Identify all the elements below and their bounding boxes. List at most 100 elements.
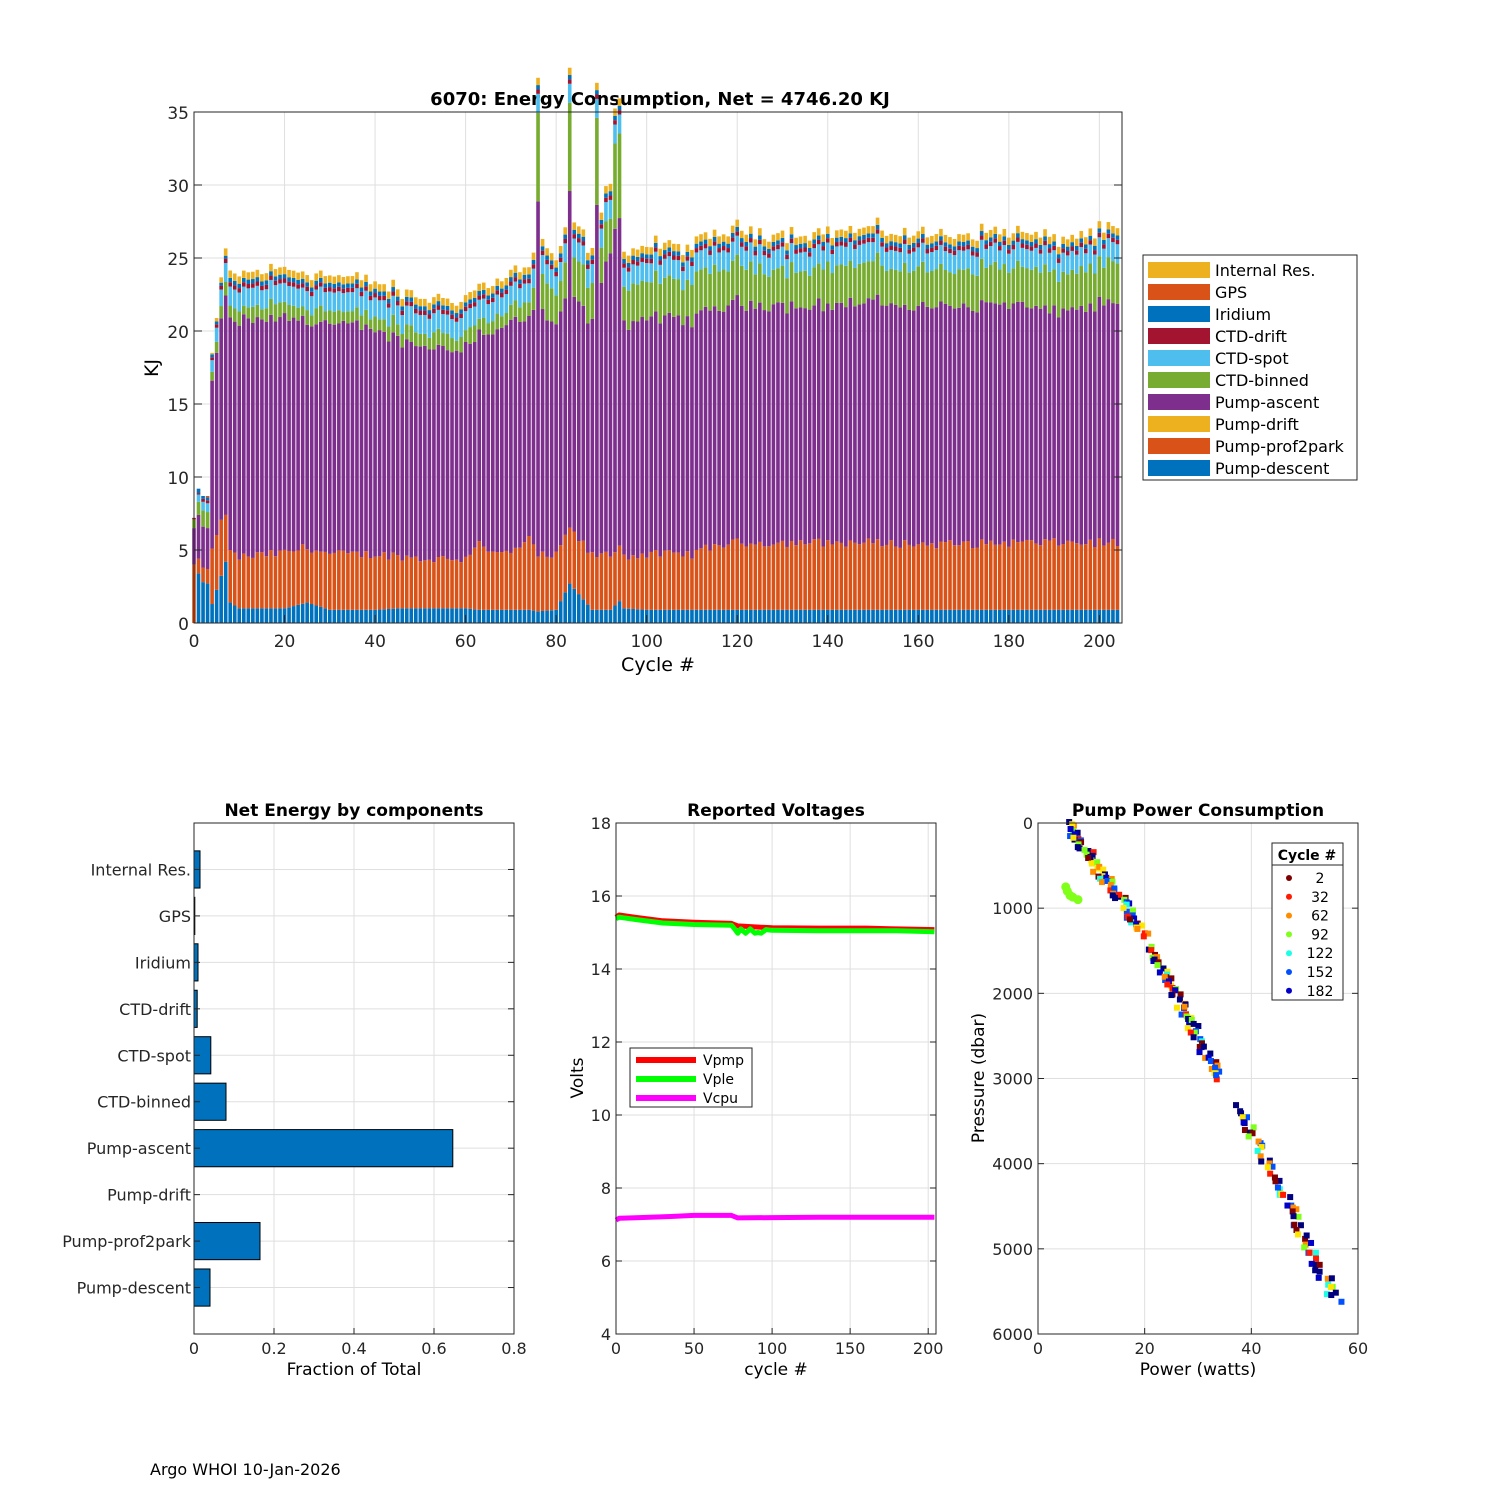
bar-segment-pump-prof2park [717, 545, 721, 610]
bar-segment-iridium [309, 287, 314, 292]
bar-segment-ctd-spot [730, 241, 735, 261]
bar-segment-internal-res- [608, 183, 613, 192]
bar-segment-ctd-spot [495, 294, 500, 314]
bar-segment-pump-descent [613, 605, 617, 623]
bar-segment-ctd-binned [1047, 271, 1052, 314]
bar-segment-ctd-binned [857, 263, 862, 305]
bar-segment-ctd-binned [785, 278, 789, 314]
bar-segment-ctd-drift [563, 238, 568, 244]
bar-segment-internal-res- [219, 277, 223, 283]
bar-segment-ctd-spot [1111, 242, 1115, 262]
bar-segment-ctd-binned [386, 326, 391, 342]
bar-segment-pump-prof2park [531, 544, 536, 611]
bar-segment-iridium [210, 354, 214, 358]
y-tick-label: Internal Res. [91, 860, 191, 879]
scatter-point [1148, 947, 1155, 954]
bar-segment-pump-descent [477, 609, 482, 623]
bar-segment-ctd-spot [803, 251, 807, 271]
bar-segment-pump-ascent [721, 311, 726, 548]
bar-segment-pump-prof2park [812, 539, 816, 610]
bar-segment-ctd-spot [427, 318, 432, 338]
bar-stack-cycle-71 [513, 265, 518, 623]
bar-segment-pump-prof2park [1083, 544, 1088, 610]
bar-segment-pump-ascent [789, 301, 794, 541]
bar-segment-internal-res- [210, 352, 214, 355]
bar-segment-ctd-drift [1038, 249, 1043, 254]
bar-segment-internal-res- [373, 281, 377, 289]
bar-segment-ctd-spot [984, 248, 989, 268]
bar-segment-iridium [305, 282, 309, 287]
scatter-point [1297, 1222, 1304, 1229]
bar-segment-ctd-drift [631, 259, 635, 265]
bar-segment-pump-descent [649, 609, 654, 623]
bar-segment-ctd-binned [477, 318, 482, 330]
bar-segment-pump-ascent [952, 308, 957, 546]
bar-segment-ctd-binned [871, 261, 875, 300]
bar-segment-internal-res- [984, 232, 989, 241]
bar-segment-ctd-binned [930, 270, 934, 309]
bar-segment-pump-prof2park [613, 552, 617, 606]
bar-segment-internal-res- [812, 232, 816, 240]
bar-segment-ctd-binned [246, 307, 251, 319]
bar-segment-pump-descent [889, 609, 893, 623]
bar-segment-pump-ascent [717, 310, 721, 546]
bar-segment-ctd-spot [708, 254, 712, 274]
bar-segment-ctd-binned [762, 274, 767, 311]
bar-segment-pump-descent [558, 601, 563, 623]
bar-segment-pump-prof2park [549, 557, 554, 611]
bar-segment-internal-res- [821, 234, 826, 242]
bar-segment-internal-res- [672, 243, 676, 252]
bar-stack-cycle-138 [816, 228, 821, 623]
scatter-point [1131, 915, 1138, 922]
bar-stack-cycle-164 [934, 234, 939, 623]
scatter-point [1085, 847, 1092, 854]
bar-segment-pump-prof2park [576, 541, 581, 595]
bar-segment-pump-descent [794, 609, 798, 623]
bar-segment-pump-ascent [613, 228, 617, 553]
bar-segment-pump-descent [739, 609, 744, 623]
bar-segment-iridium [260, 281, 264, 286]
scatter-point [1162, 977, 1169, 984]
bar-stack-cycle-174 [979, 223, 984, 623]
bar-segment-internal-res- [255, 269, 260, 278]
bar-segment-ctd-spot [341, 293, 346, 313]
bar-segment-pump-prof2park [730, 539, 735, 610]
scatter-point [1141, 930, 1148, 937]
bar-segment-pump-descent [409, 608, 414, 623]
bar-segment-internal-res- [1029, 234, 1034, 243]
bar-segment-ctd-drift [608, 195, 613, 200]
bar-segment-iridium [572, 229, 577, 235]
bar-segment-ctd-drift [767, 253, 771, 258]
bar-segment-pump-prof2park [1020, 541, 1025, 610]
bar-segment-ctd-binned [260, 309, 264, 320]
bar-stack-cycle-103 [658, 248, 663, 623]
bar-stack-cycle-152 [880, 230, 884, 623]
bar-segment-pump-descent [653, 609, 658, 623]
bar-stack-cycle-76 [536, 77, 540, 623]
bar-segment-ctd-binned [554, 295, 558, 325]
bar-segment-ctd-drift [427, 314, 432, 319]
line-vple [614, 914, 935, 936]
bar-segment-ctd-binned [445, 333, 450, 351]
bar-segment-ctd-binned [812, 267, 816, 306]
bar-segment-ctd-drift [1029, 246, 1034, 251]
bar-segment-ctd-binned [531, 287, 536, 310]
bar-segment-iridium [391, 287, 395, 292]
bar-segment-pump-ascent [622, 320, 626, 555]
bar-segment-ctd-spot [712, 245, 717, 265]
bar-segment-ctd-drift [803, 247, 807, 252]
bar-segment-pump-ascent [314, 324, 319, 551]
bar-segment-ctd-spot [210, 360, 214, 372]
bar-segment-ctd-drift [640, 257, 644, 262]
scatter-point [1116, 891, 1123, 898]
bar-segment-pump-descent [595, 609, 599, 623]
bar-segment-iridium [979, 231, 984, 236]
bar-segment-ctd-binned [581, 264, 586, 306]
bar-segment-internal-res- [414, 297, 418, 305]
bar-segment-pump-prof2park [504, 550, 509, 610]
bar-segment-internal-res- [287, 269, 291, 278]
bar-segment-iridium [432, 304, 436, 309]
bar-segment-pump-descent [414, 608, 418, 623]
bar-segment-ctd-spot [323, 292, 328, 312]
bar-segment-pump-prof2park [314, 550, 319, 606]
